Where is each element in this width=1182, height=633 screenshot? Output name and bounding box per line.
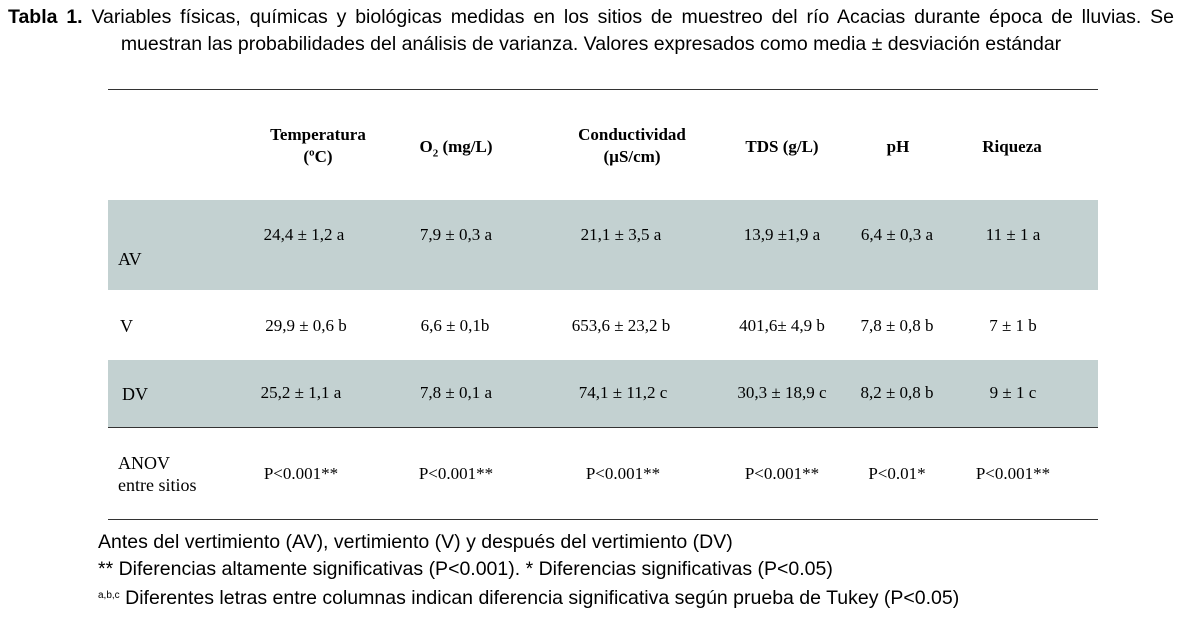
caption-label: Tabla 1. bbox=[8, 6, 83, 28]
cell-v-temperatura: 29,9 ± 0,6 b bbox=[265, 316, 347, 335]
table-caption: Tabla 1. Variables físicas, químicas y b… bbox=[8, 4, 1174, 58]
cell-dv-conductividad: 74,1 ± 11,2 c bbox=[578, 383, 668, 402]
cell-av-tds: 13,9 ±1,9 a bbox=[743, 225, 821, 244]
cell-anova-o2: P<0.001** bbox=[418, 464, 494, 483]
footnote-abbreviations: Antes del vertimiento (AV), vertimiento … bbox=[98, 531, 733, 553]
caption-text: Variables físicas, químicas y biológicas… bbox=[91, 6, 1174, 55]
mid-rule bbox=[108, 427, 1098, 428]
row-label-av: AV bbox=[118, 249, 142, 269]
cell-av-o2: 7,9 ± 0,3 a bbox=[419, 225, 493, 244]
cell-av-ph: 6,4 ± 0,3 a bbox=[860, 225, 934, 244]
cell-v-riqueza: 7 ± 1 b bbox=[989, 316, 1037, 335]
row-label-dv: DV bbox=[122, 384, 148, 404]
header-ph: pH bbox=[886, 137, 910, 156]
cell-anova-ph: P<0.01* bbox=[868, 464, 926, 483]
footnote-significance: ** Diferencias altamente significativas … bbox=[98, 558, 833, 580]
bottom-rule bbox=[108, 519, 1098, 520]
cell-av-temperatura: 24,4 ± 1,2 a bbox=[263, 225, 345, 244]
cell-av-conductividad: 21,1 ± 3,5 a bbox=[580, 225, 662, 244]
header-conductividad: Conductividad (µS/cm) bbox=[578, 125, 686, 166]
cell-anova-riqueza: P<0.001** bbox=[975, 464, 1051, 483]
cell-dv-ph: 8,2 ± 0,8 b bbox=[860, 383, 934, 402]
cell-v-o2: 6,6 ± 0,1b bbox=[420, 316, 490, 335]
row-label-v: V bbox=[120, 316, 133, 336]
header-riqueza: Riqueza bbox=[982, 137, 1042, 156]
row-band-av bbox=[108, 200, 1098, 290]
cell-v-conductividad: 653,6 ± 23,2 b bbox=[571, 316, 671, 335]
cell-anova-temperatura: P<0.001** bbox=[263, 464, 339, 483]
row-band-dv bbox=[108, 360, 1098, 427]
header-o2: O2 (mg/L) bbox=[419, 137, 493, 160]
footnote-tukey: a,b,c Diferentes letras entre columnas i… bbox=[98, 587, 960, 609]
cell-anova-tds: P<0.001** bbox=[744, 464, 820, 483]
row-label-anova: ANOV entre sitios bbox=[118, 453, 197, 495]
cell-dv-o2: 7,8 ± 0,1 a bbox=[419, 383, 493, 402]
cell-dv-temperatura: 25,2 ± 1,1 a bbox=[260, 383, 342, 402]
cell-anova-conductividad: P<0.001** bbox=[585, 464, 661, 483]
cell-av-riqueza: 11 ± 1 a bbox=[985, 225, 1041, 244]
header-tds: TDS (g/L) bbox=[745, 137, 819, 156]
cell-v-tds: 401,6± 4,9 b bbox=[739, 316, 825, 335]
header-temperatura: Temperatura (ºC) bbox=[270, 125, 366, 166]
top-rule bbox=[108, 89, 1098, 90]
footnote-letters: a,b,c bbox=[98, 590, 120, 601]
cell-dv-tds: 30,3 ± 18,9 c bbox=[737, 383, 827, 402]
cell-v-ph: 7,8 ± 0,8 b bbox=[860, 316, 934, 335]
cell-dv-riqueza: 9 ± 1 c bbox=[989, 383, 1037, 402]
